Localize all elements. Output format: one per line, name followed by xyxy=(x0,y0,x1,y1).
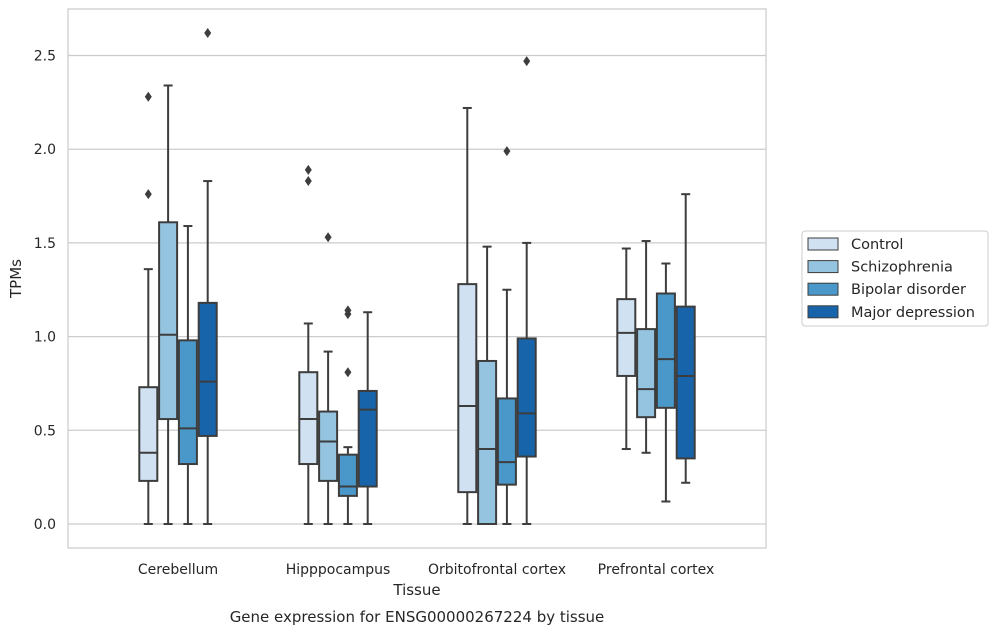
box-control xyxy=(298,164,319,525)
box-body xyxy=(675,305,696,460)
legend-label: Bipolar disorder xyxy=(851,282,966,298)
box-bipolar-disorder xyxy=(655,262,676,503)
legend-swatch xyxy=(807,260,839,274)
y-axis-label: TPMs xyxy=(7,259,25,299)
box-body xyxy=(496,397,517,486)
box-major-depression xyxy=(675,193,696,484)
legend-label: Major depression xyxy=(851,305,975,321)
box-bipolar-disorder xyxy=(496,146,517,525)
box-body xyxy=(138,386,159,482)
legend-frame xyxy=(801,230,989,327)
box-body xyxy=(477,359,498,525)
box-body xyxy=(337,453,358,497)
chart-caption: Gene expression for ENSG00000267224 by t… xyxy=(230,608,605,626)
outlier-point xyxy=(144,189,152,200)
box-control xyxy=(457,106,478,525)
x-tick-label: Hipppocampus xyxy=(286,562,391,578)
y-tick-label: 1.0 xyxy=(34,330,56,346)
box-major-depression xyxy=(197,28,218,525)
box-bipolar-disorder xyxy=(177,225,198,525)
box-body xyxy=(516,337,537,458)
box-bipolar-disorder xyxy=(337,305,358,525)
box-schizophrenia xyxy=(318,232,339,525)
box-major-depression xyxy=(357,311,378,525)
y-tick-labels: 0.0 0.5 1.0 1.5 2.0 2.5 xyxy=(34,49,56,534)
y-tick-label: 2.5 xyxy=(34,49,56,65)
box-body xyxy=(177,339,198,466)
box-body xyxy=(318,410,339,482)
outlier-point xyxy=(304,176,312,187)
legend-label: Schizophrenia xyxy=(851,260,953,276)
legend-swatch xyxy=(807,237,839,251)
box-body xyxy=(655,292,676,409)
box-body xyxy=(636,328,657,419)
box-control xyxy=(616,247,637,451)
box-schizophrenia xyxy=(158,84,179,525)
outlier-point xyxy=(523,56,531,67)
x-tick-label: Cerebellum xyxy=(138,562,218,578)
box-body xyxy=(158,221,179,421)
outlier-point xyxy=(304,164,312,175)
outlier-point xyxy=(344,305,352,316)
legend: Control Schizophrenia Bipolar disorder Majo… xyxy=(801,230,989,327)
box-body xyxy=(616,298,637,377)
box-body xyxy=(357,389,378,488)
x-tick-label: Orbitofrontal cortex xyxy=(428,562,566,578)
y-tick-label: 2.0 xyxy=(34,142,56,158)
y-tick-label: 0.5 xyxy=(34,423,56,439)
box-body xyxy=(457,283,478,494)
legend-swatch xyxy=(807,305,839,319)
outlier-point xyxy=(324,232,332,243)
x-tick-labels: Cerebellum Hipppocampus Orbitofrontal cort… xyxy=(138,562,714,578)
boxes xyxy=(138,28,696,525)
legend-label: Control xyxy=(851,237,903,253)
x-axis-label: Tissue xyxy=(392,581,440,599)
outlier-point xyxy=(344,367,352,378)
box-major-depression xyxy=(516,56,537,525)
legend-swatch xyxy=(807,282,839,296)
y-tick-label: 1.5 xyxy=(34,236,56,252)
outlier-point xyxy=(503,146,511,157)
y-tick-label: 0.0 xyxy=(34,517,56,533)
box-body xyxy=(197,301,218,437)
outlier-point xyxy=(204,28,212,39)
box-schizophrenia xyxy=(477,245,498,525)
box-control xyxy=(138,91,159,525)
x-tick-label: Prefrontal cortex xyxy=(598,562,715,578)
box-schizophrenia xyxy=(636,240,657,454)
outlier-point xyxy=(144,91,152,102)
plot-frame xyxy=(67,8,767,549)
